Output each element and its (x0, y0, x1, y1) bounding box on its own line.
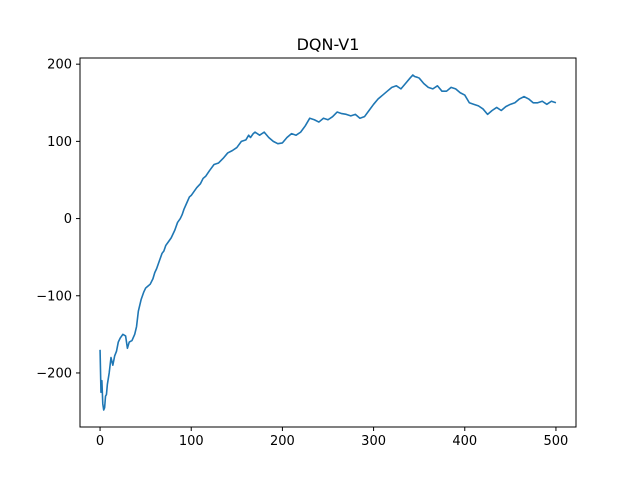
x-tick-label: 100 (179, 434, 204, 449)
x-tick-label: 400 (452, 434, 477, 449)
x-tick-label: 300 (361, 434, 386, 449)
y-tick-label: 0 (64, 212, 72, 227)
series-line-0 (99, 74, 557, 411)
y-tick-label: 100 (47, 135, 72, 150)
x-tick-label: 0 (96, 434, 104, 449)
y-tick-label: −200 (36, 366, 72, 381)
plot-area: 0 100 200 300 400 500 −200 −100 0 100 200 (36, 57, 577, 449)
x-tick-label: 500 (544, 434, 569, 449)
x-tick-label: 200 (270, 434, 295, 449)
y-tick-label: 200 (47, 58, 72, 73)
chart-title: DQN-V1 (297, 35, 360, 54)
y-tick-label: −100 (36, 289, 72, 304)
axes-frame (79, 57, 577, 428)
